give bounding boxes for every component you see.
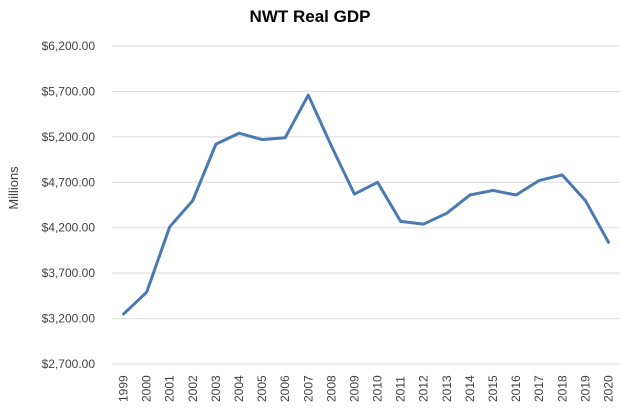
x-tick-label: 2004 (232, 375, 246, 402)
y-tick-label: $3,700.00 (42, 266, 96, 280)
series-line (122, 93, 610, 316)
y-tick-label: $6,200.00 (42, 39, 96, 53)
x-tick-label: 2009 (347, 375, 361, 402)
gridlines (112, 45, 620, 365)
x-tick-label: 2019 (578, 375, 592, 402)
y-tick-label: $4,700.00 (42, 175, 96, 189)
y-tick-label: $3,200.00 (42, 312, 96, 326)
x-tick-label: 2015 (486, 375, 500, 402)
x-axis-ticks: 1999 2000 2001 2002 2003 2004 2005 2006 2007 2008… (117, 375, 616, 402)
x-tick-label: 2003 (209, 375, 223, 402)
x-tick-label: 2011 (394, 376, 408, 402)
y-tick-label: $5,200.00 (42, 130, 96, 144)
chart-title: NWT Real GDP (250, 7, 371, 26)
series-group (122, 93, 610, 316)
x-tick-label: 2000 (140, 375, 154, 402)
y-axis-label: Millions (6, 166, 21, 210)
x-tick-label: 2002 (186, 375, 200, 402)
x-tick-label: 2001 (163, 375, 177, 402)
x-tick-label: 1999 (117, 375, 131, 402)
y-tick-label: $4,200.00 (42, 221, 96, 235)
x-tick-label: 2007 (301, 375, 315, 402)
x-tick-label: 2005 (255, 375, 269, 402)
x-tick-label: 2013 (440, 375, 454, 402)
x-tick-label: 2020 (601, 375, 615, 402)
y-tick-label: $2,700.00 (42, 357, 96, 371)
x-tick-label: 2016 (509, 375, 523, 402)
y-axis-ticks: $2,700.00 $3,200.00 $3,700.00 $4,200.00 $4,7… (42, 39, 96, 371)
x-tick-label: 2017 (532, 375, 546, 402)
x-tick-label: 2006 (278, 375, 292, 402)
x-tick-label: 2012 (417, 375, 431, 402)
x-tick-label: 2018 (555, 375, 569, 402)
y-tick-label: $5,700.00 (42, 84, 96, 98)
x-tick-label: 2010 (371, 375, 385, 402)
x-tick-label: 2014 (463, 375, 477, 402)
x-tick-label: 2008 (324, 375, 338, 402)
